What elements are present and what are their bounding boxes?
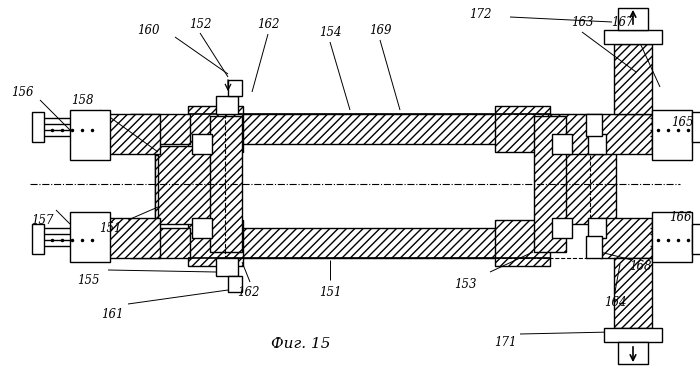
Bar bbox=[548, 114, 600, 154]
Bar bbox=[240, 114, 520, 144]
Text: 171: 171 bbox=[494, 336, 516, 349]
Text: Фиг. 15: Фиг. 15 bbox=[271, 337, 330, 351]
Bar bbox=[155, 155, 225, 220]
Bar bbox=[495, 220, 550, 266]
Bar bbox=[586, 114, 602, 136]
Text: 165: 165 bbox=[671, 115, 693, 128]
Text: 151: 151 bbox=[318, 285, 341, 298]
Bar bbox=[614, 44, 652, 114]
Bar bbox=[534, 116, 566, 252]
Bar bbox=[70, 212, 110, 262]
Bar bbox=[188, 106, 243, 152]
Bar bbox=[32, 224, 44, 254]
Text: 154: 154 bbox=[318, 26, 341, 38]
Bar bbox=[108, 218, 160, 258]
Text: 158: 158 bbox=[71, 93, 93, 106]
Text: 167: 167 bbox=[610, 16, 634, 29]
Bar bbox=[692, 224, 700, 254]
Text: 160: 160 bbox=[136, 23, 160, 36]
Bar bbox=[604, 328, 662, 342]
Bar bbox=[586, 236, 602, 258]
Bar bbox=[652, 110, 692, 160]
Text: 157: 157 bbox=[31, 214, 53, 227]
Bar bbox=[228, 276, 242, 292]
Bar bbox=[618, 342, 648, 364]
Text: 172: 172 bbox=[469, 7, 491, 20]
Text: 162: 162 bbox=[237, 285, 259, 298]
Bar bbox=[70, 110, 110, 160]
Bar bbox=[228, 80, 242, 96]
Text: 169: 169 bbox=[369, 23, 391, 36]
Bar bbox=[192, 218, 212, 238]
Text: 166: 166 bbox=[668, 211, 691, 224]
Bar bbox=[130, 114, 190, 144]
Bar bbox=[130, 228, 190, 258]
Bar bbox=[618, 8, 648, 30]
Text: 151: 151 bbox=[99, 221, 121, 234]
Bar bbox=[692, 112, 700, 142]
Bar bbox=[552, 218, 572, 238]
Bar bbox=[158, 146, 226, 224]
Bar bbox=[652, 212, 692, 262]
Bar bbox=[192, 134, 212, 154]
Bar bbox=[548, 146, 616, 224]
Text: 153: 153 bbox=[454, 278, 476, 291]
Text: 162: 162 bbox=[257, 17, 279, 31]
Bar bbox=[552, 134, 572, 154]
Bar bbox=[216, 96, 238, 114]
Bar bbox=[588, 134, 606, 154]
Bar bbox=[614, 258, 652, 328]
Text: 155: 155 bbox=[77, 273, 99, 286]
Bar bbox=[210, 116, 242, 252]
Bar bbox=[600, 114, 652, 154]
Bar bbox=[588, 218, 606, 238]
Bar bbox=[32, 112, 44, 142]
Text: 161: 161 bbox=[101, 308, 123, 321]
Bar bbox=[188, 220, 243, 266]
Text: 163: 163 bbox=[570, 16, 593, 29]
Bar bbox=[495, 106, 550, 152]
Bar bbox=[600, 218, 652, 258]
Text: 168: 168 bbox=[629, 260, 651, 273]
Text: 156: 156 bbox=[10, 86, 34, 99]
Bar bbox=[604, 30, 662, 44]
Bar bbox=[108, 114, 160, 154]
Text: 164: 164 bbox=[603, 295, 626, 308]
Bar bbox=[155, 152, 225, 217]
Text: 152: 152 bbox=[189, 17, 211, 31]
Bar bbox=[240, 228, 520, 258]
Bar bbox=[216, 258, 238, 276]
